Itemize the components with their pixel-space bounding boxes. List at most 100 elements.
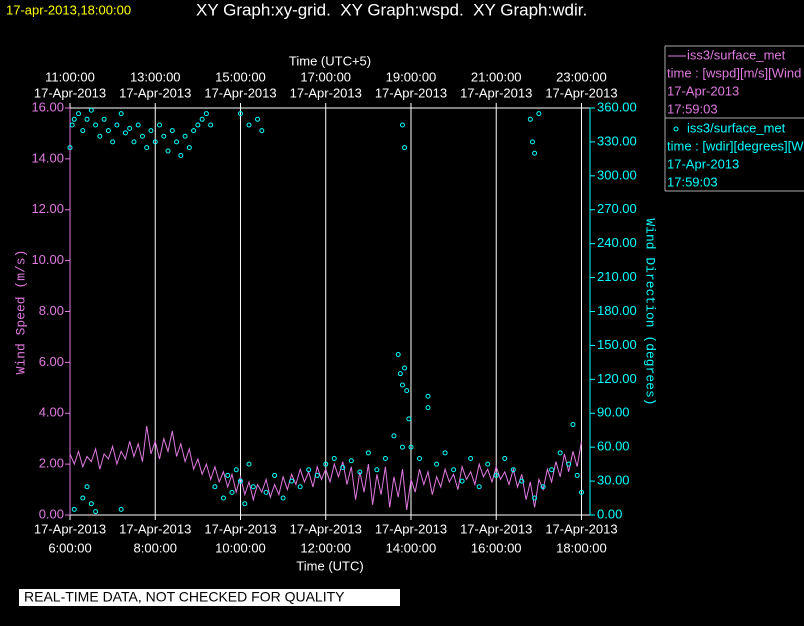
x-tick-label: 8:00:00 bbox=[134, 540, 177, 555]
wdir-point bbox=[289, 478, 295, 484]
wdir-point bbox=[118, 506, 124, 512]
wdir-point bbox=[174, 139, 180, 145]
wdir-point bbox=[425, 393, 431, 399]
x2-tick-label: 17:00:00 bbox=[300, 69, 351, 84]
wdir-point bbox=[348, 458, 354, 464]
wdir-point bbox=[97, 133, 103, 139]
wdir-point bbox=[237, 478, 243, 484]
wdir-point bbox=[406, 416, 412, 422]
x-tick-label: 12:00:00 bbox=[300, 540, 351, 555]
wdir-point bbox=[225, 472, 231, 478]
wdir-point bbox=[105, 128, 111, 134]
wdir-point bbox=[233, 467, 239, 473]
x-tick-label: 16:00:00 bbox=[471, 540, 522, 555]
wdir-point bbox=[493, 472, 499, 478]
wdir-point bbox=[297, 484, 303, 490]
y2-tick-label: 180.00 bbox=[597, 303, 637, 318]
wdir-point bbox=[88, 501, 94, 507]
wdir-point bbox=[529, 139, 535, 145]
wdir-point bbox=[229, 489, 235, 495]
x2-tick-date: 17-Apr-2013 bbox=[119, 85, 191, 100]
wdir-point bbox=[404, 388, 410, 394]
y2-axis-title: Wind Direction (degrees) bbox=[643, 218, 658, 405]
x-axis-title: Time (UTC) bbox=[296, 558, 363, 573]
wdir-point bbox=[323, 461, 329, 467]
wdir-point bbox=[80, 128, 86, 134]
y2-tick-label: 30.00 bbox=[597, 473, 630, 488]
wdir-point bbox=[71, 116, 77, 122]
wdir-point bbox=[357, 469, 363, 475]
wdir-point bbox=[566, 461, 572, 467]
wdir-point bbox=[395, 351, 401, 357]
x2-tick-date: 17-Apr-2013 bbox=[34, 85, 106, 100]
wdir-point bbox=[208, 122, 214, 128]
wdir-point bbox=[178, 152, 184, 158]
wdir-point bbox=[93, 509, 99, 515]
wdir-point bbox=[434, 461, 440, 467]
wdir-point bbox=[157, 122, 163, 128]
x-tick-label: 10:00:00 bbox=[215, 540, 266, 555]
wdir-point bbox=[246, 122, 252, 128]
wdir-point bbox=[519, 478, 525, 484]
wdir-point bbox=[402, 145, 408, 151]
y2-tick-label: 360.00 bbox=[597, 99, 637, 114]
wdir-point bbox=[165, 148, 171, 154]
legend-name: iss3/surface_met bbox=[687, 47, 786, 62]
x2-tick-date: 17-Apr-2013 bbox=[460, 85, 532, 100]
y2-tick-label: 210.00 bbox=[597, 269, 637, 284]
wdir-point bbox=[402, 365, 408, 371]
y2-tick-label: 240.00 bbox=[597, 235, 637, 250]
x-tick-label: 14:00:00 bbox=[386, 540, 437, 555]
chart-title: 17-apr-2013,18:00:00 bbox=[6, 2, 131, 17]
wdir-point bbox=[71, 506, 77, 512]
y-tick-label: 0.00 bbox=[39, 506, 64, 521]
y-axis-title: Wind Speed (m/s) bbox=[13, 250, 28, 375]
x2-tick-date: 17-Apr-2013 bbox=[204, 85, 276, 100]
wdir-point bbox=[93, 122, 99, 128]
y-tick-label: 4.00 bbox=[39, 405, 64, 420]
wdir-point bbox=[417, 455, 423, 461]
wdir-point bbox=[532, 150, 538, 156]
x2-tick-label: 23:00:00 bbox=[556, 69, 607, 84]
y-tick-label: 8.00 bbox=[39, 303, 64, 318]
x2-tick-date: 17-Apr-2013 bbox=[375, 85, 447, 100]
y-tick-label: 6.00 bbox=[39, 354, 64, 369]
footer: REAL-TIME DATA, NOT CHECKED FOR QUALITY bbox=[24, 589, 345, 605]
wdir-point bbox=[191, 128, 197, 134]
wdir-point bbox=[148, 128, 154, 134]
wdir-point bbox=[549, 467, 555, 473]
legend-name: iss3/surface_met bbox=[687, 120, 786, 135]
x2-axis-title: Time (UTC+5) bbox=[289, 53, 371, 68]
wspd-line bbox=[69, 425, 582, 510]
x2-tick-date: 17-Apr-2013 bbox=[545, 85, 617, 100]
wdir-point bbox=[263, 489, 269, 495]
x2-tick-label: 11:00:00 bbox=[45, 69, 95, 84]
wdir-point bbox=[340, 465, 346, 471]
wdir-point bbox=[280, 495, 286, 501]
wdir-point bbox=[485, 461, 491, 467]
x2-tick-date: 17-Apr-2013 bbox=[290, 85, 362, 100]
footer-box bbox=[19, 589, 400, 606]
wdir-point bbox=[476, 484, 482, 490]
x2-tick-label: 19:00:00 bbox=[386, 69, 437, 84]
wdir-point bbox=[442, 450, 448, 456]
legend-line: 17:59:03 bbox=[667, 101, 718, 116]
wdir-point bbox=[259, 128, 265, 134]
x2-tick-label: 13:00:00 bbox=[130, 69, 181, 84]
wdir-point bbox=[246, 461, 252, 467]
wdir-point bbox=[182, 133, 188, 139]
wdir-point bbox=[110, 139, 116, 145]
wdir-point bbox=[306, 467, 312, 473]
wdir-point bbox=[118, 111, 124, 117]
wdir-point bbox=[255, 116, 261, 122]
wdir-point bbox=[536, 111, 542, 117]
wdir-point bbox=[574, 472, 580, 478]
wdir-point bbox=[199, 116, 205, 122]
y2-tick-label: 150.00 bbox=[597, 337, 637, 352]
wdir-point bbox=[88, 107, 94, 113]
wdir-point bbox=[532, 495, 538, 501]
x-tick-date: 17-Apr-2013 bbox=[204, 521, 276, 536]
wdir-point bbox=[510, 467, 516, 473]
legend-swatch bbox=[673, 126, 679, 132]
